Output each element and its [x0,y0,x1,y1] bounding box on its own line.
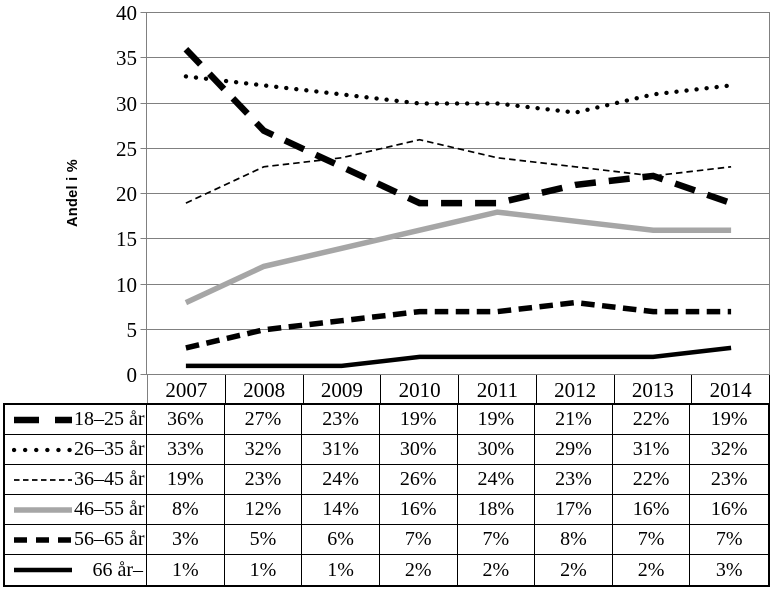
y-tick-label: 5 [126,317,138,342]
table-cell-value: 3% [715,558,743,581]
y-tick-label: 40 [116,1,137,25]
legend-line-icon [12,447,74,452]
y-tick-label: 20 [116,182,137,206]
table-cell-value: 23% [224,465,303,495]
year-header-cell: 2009 [304,375,382,403]
table-cell-value: 2% [380,555,458,585]
year-header-cell: 2007 [148,375,226,403]
table-cell-value: 21% [535,405,613,435]
y-tick-label: 35 [116,46,137,71]
table-cell-value: 33% [147,435,225,465]
y-tick-label: 25 [116,136,137,161]
table-cell-value: 16% [612,495,691,525]
table-cell-value: 16% [379,495,458,525]
year-header-cell: 2014 [692,375,770,403]
legend-line-icon [14,567,72,573]
table-cell-value: 17% [535,495,613,525]
series-line-0 [183,46,733,207]
table-cell-value: 6% [302,525,380,555]
series-line-4 [185,299,732,351]
year-header-row: 2007 2008 2009 2010 2011 2012 2013 2014 [147,375,770,403]
legend-cell: 36–45 år [5,465,147,495]
y-tick-label: 10 [116,272,137,297]
legend-label: 18–25 år [74,408,145,430]
table-cell-value: 22% [612,405,691,435]
table-cell-value: 16% [690,495,768,525]
series-line-1 [183,74,734,115]
legend-line-icon [14,416,72,423]
year-header-cell: 2013 [615,375,693,403]
year-header-cell: 2012 [537,375,615,403]
table-cell-value: 30% [379,435,458,465]
legend-label: 26–35 år [74,438,145,460]
y-tick-label: 30 [116,91,137,116]
line-chart-plot [140,12,770,375]
table-cell-value: 36% [147,405,225,435]
table-cell-value: 8% [535,525,613,555]
table-cell-value: 26% [379,465,458,495]
legend-cell: 26–35 år [5,435,147,465]
table-cell-value: 7% [690,525,768,555]
table-cell-value: 29% [535,435,613,465]
legend-label: 36–45 år [74,468,145,490]
legend-label: 56–65 år [74,528,145,550]
table-cell-value: 27% [224,405,303,435]
legend-cell: 46–55 år [5,495,147,525]
table-cell-value: 2% [535,555,613,585]
series-line-2 [185,138,732,204]
series-line-5 [185,345,732,369]
table-cell-value: 7% [612,525,691,555]
table-cell-value: 1% [225,555,303,585]
table-cell-value: 19% [147,465,225,495]
table-cell-value: 2% [613,555,691,585]
table-cell-value: 12% [224,495,303,525]
table-cell-value: 18% [457,495,536,525]
legend-label: 66 år– [92,558,143,581]
legend-cell: 56–65 år [5,525,147,555]
legend-label: 46–55 år [74,498,145,520]
y-tick-label: 0 [126,363,138,387]
legend-line-icon [14,536,72,543]
table-cell-value: 8% [147,495,225,525]
table-cell-value: 19% [379,405,458,435]
year-header-cell: 2010 [381,375,459,403]
table-cell-value: 32% [224,435,303,465]
table-cell-value: 23% [690,465,768,495]
table-cell-value: 7% [379,525,458,555]
table-cell-value: 31% [302,435,380,465]
table-cell-value: 23% [302,405,380,435]
table-cell-value: 1% [302,555,380,585]
table-cell-value: 14% [302,495,380,525]
data-table: 18–25 år 36% 27% 23% 19% 19% 21% 22% 19% 26–35 år… [3,403,770,587]
table-cell-value: 1% [147,555,225,585]
year-header-cell: 2011 [459,375,537,403]
table-cell-value: 19% [457,405,536,435]
legend-cell: 18–25 år [5,405,147,435]
table-cell-value: 7% [457,525,536,555]
table-cell-value: 2% [458,555,536,585]
series-line-3 [184,209,732,306]
legend-cell: 66 år– [5,555,147,585]
table-cell-value: 19% [690,405,768,435]
table-cell-value: 23% [535,465,613,495]
table-cell-value: 32% [690,435,768,465]
table-cell-value: 24% [457,465,536,495]
table-cell-value: 31% [612,435,691,465]
table-cell-value: 5% [224,525,303,555]
y-tick-label: 15 [116,227,137,252]
table-cell-value: 30% [457,435,536,465]
table-cell-value: 22% [612,465,691,495]
table-cell-value: 24% [302,465,380,495]
table-cell-value: 3% [147,525,225,555]
year-header-cell: 2008 [226,375,304,403]
legend-line-icon [14,478,72,481]
legend-line-icon [14,506,72,513]
